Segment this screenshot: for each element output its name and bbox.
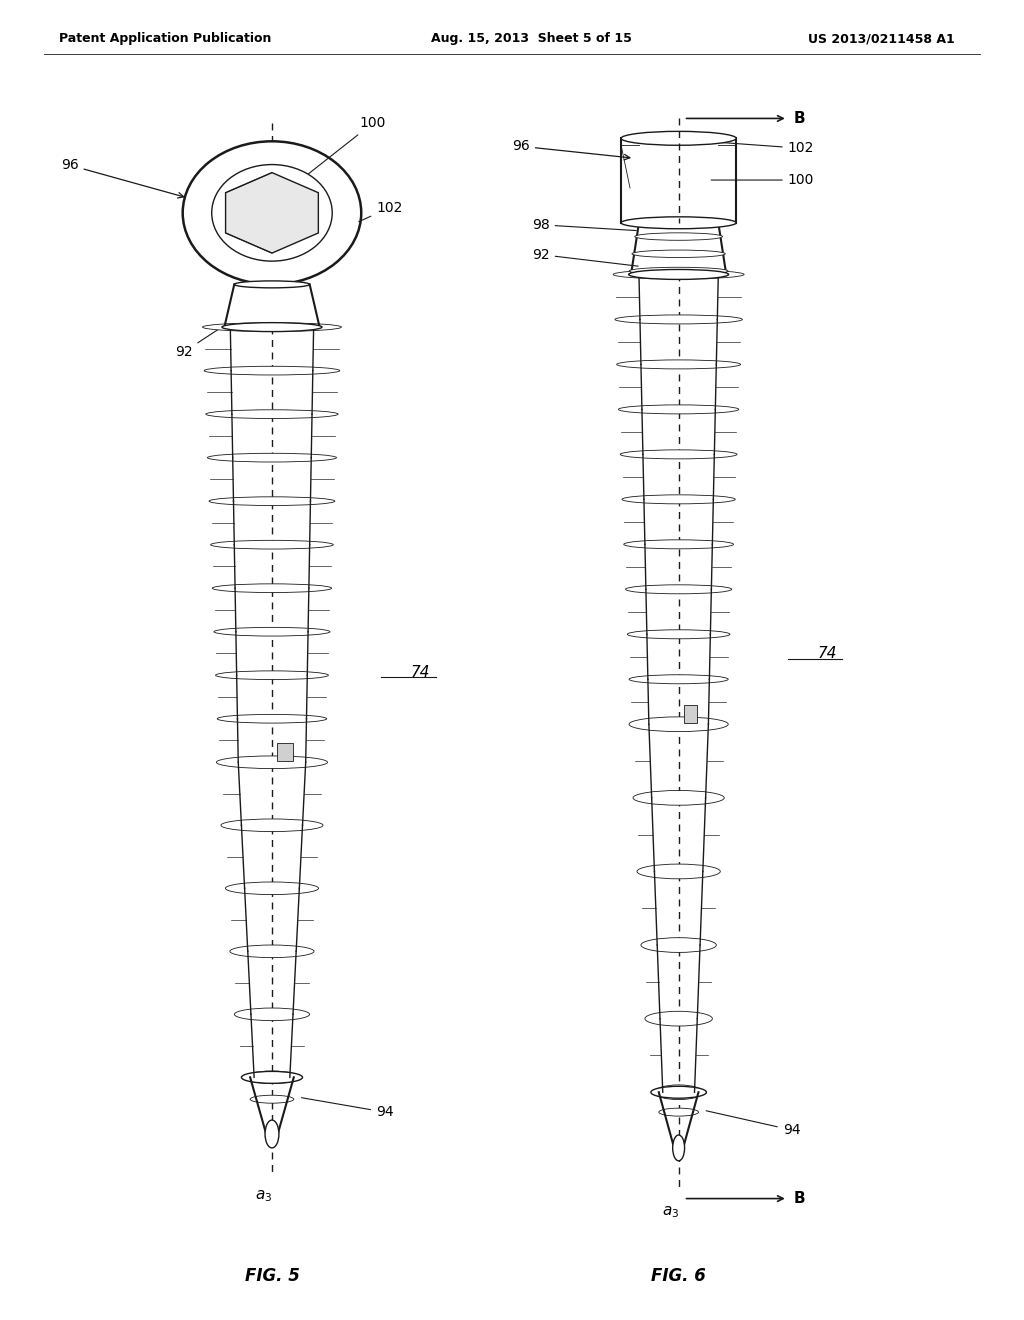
Text: Aug. 15, 2013  Sheet 5 of 15: Aug. 15, 2013 Sheet 5 of 15 (431, 33, 632, 45)
Ellipse shape (234, 281, 309, 288)
Text: 102: 102 (358, 201, 402, 222)
Ellipse shape (624, 540, 733, 549)
Text: 92: 92 (175, 323, 227, 359)
Ellipse shape (639, 218, 718, 227)
Ellipse shape (626, 585, 732, 594)
Ellipse shape (212, 583, 332, 593)
Ellipse shape (229, 945, 314, 957)
Ellipse shape (629, 717, 728, 731)
Ellipse shape (622, 132, 736, 145)
Ellipse shape (616, 360, 740, 368)
Ellipse shape (622, 495, 735, 504)
Ellipse shape (214, 627, 330, 636)
Text: 96: 96 (60, 158, 183, 198)
Ellipse shape (635, 232, 723, 240)
Ellipse shape (628, 630, 730, 639)
Text: 96: 96 (512, 140, 630, 160)
Text: FIG. 6: FIG. 6 (651, 1267, 707, 1286)
Text: US 2013/0211458 A1: US 2013/0211458 A1 (808, 33, 954, 45)
Text: $a_3$: $a_3$ (663, 1205, 679, 1220)
Ellipse shape (618, 405, 738, 414)
Ellipse shape (633, 791, 724, 805)
Ellipse shape (211, 540, 333, 549)
Text: 74: 74 (817, 645, 837, 661)
Text: B: B (794, 1191, 805, 1206)
Ellipse shape (641, 937, 717, 953)
Ellipse shape (622, 216, 736, 228)
Ellipse shape (245, 1071, 299, 1084)
Bar (276, 743, 293, 762)
Ellipse shape (209, 496, 335, 506)
Text: 100: 100 (299, 116, 386, 181)
Ellipse shape (222, 322, 322, 331)
Text: 94: 94 (707, 1110, 801, 1137)
Ellipse shape (221, 818, 323, 832)
Ellipse shape (208, 453, 337, 462)
Ellipse shape (634, 719, 724, 729)
Polygon shape (225, 173, 318, 253)
Text: 98: 98 (531, 218, 636, 232)
Ellipse shape (613, 271, 744, 279)
Ellipse shape (225, 882, 318, 895)
Text: FIG. 5: FIG. 5 (245, 1267, 299, 1286)
Ellipse shape (658, 1109, 698, 1117)
Ellipse shape (216, 756, 328, 768)
Text: 100: 100 (711, 173, 814, 187)
Ellipse shape (206, 409, 338, 418)
Text: 74: 74 (411, 665, 430, 680)
Ellipse shape (204, 366, 340, 375)
Ellipse shape (632, 249, 725, 257)
Text: $a_3$: $a_3$ (255, 1188, 272, 1204)
Ellipse shape (629, 269, 729, 280)
Ellipse shape (222, 758, 323, 767)
Ellipse shape (645, 1011, 713, 1026)
Text: Patent Application Publication: Patent Application Publication (58, 33, 271, 45)
Ellipse shape (203, 323, 341, 331)
Ellipse shape (637, 865, 720, 879)
Ellipse shape (651, 1086, 707, 1098)
Ellipse shape (654, 1085, 702, 1100)
Ellipse shape (250, 1096, 294, 1104)
Text: 94: 94 (301, 1098, 394, 1119)
Ellipse shape (217, 714, 327, 723)
Ellipse shape (212, 165, 332, 261)
Ellipse shape (629, 675, 728, 684)
Ellipse shape (265, 1121, 279, 1148)
Ellipse shape (234, 1008, 309, 1020)
Ellipse shape (621, 450, 737, 459)
Bar (684, 705, 697, 723)
Ellipse shape (242, 1072, 302, 1084)
Ellipse shape (615, 315, 742, 323)
Ellipse shape (216, 671, 329, 680)
Text: 102: 102 (721, 141, 814, 156)
Text: 92: 92 (532, 248, 638, 267)
Ellipse shape (629, 267, 728, 275)
Text: B: B (794, 111, 805, 125)
Ellipse shape (673, 1135, 685, 1160)
